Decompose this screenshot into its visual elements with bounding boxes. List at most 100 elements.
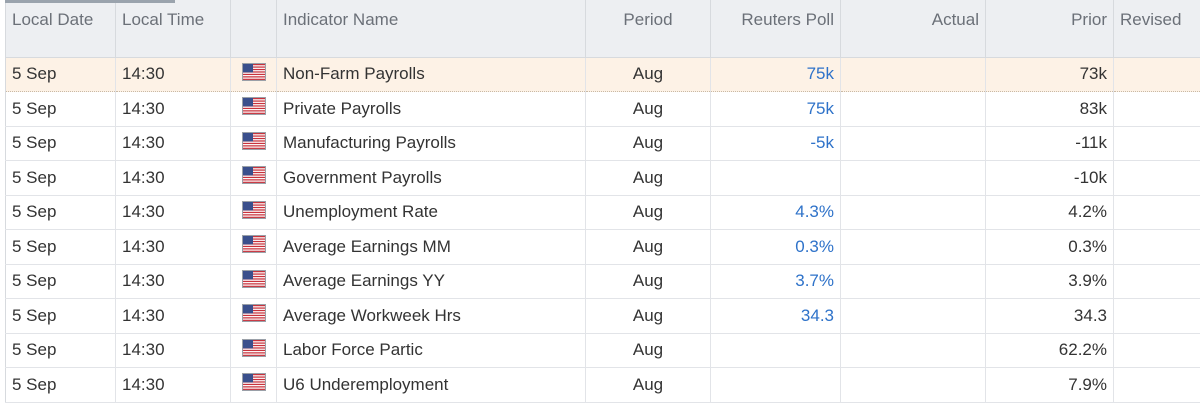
column-header: Indicator Name	[276, 0, 586, 58]
prior-cell: 34.3	[985, 298, 1114, 334]
column-header: Local Date	[5, 0, 116, 58]
date-cell: 5 Sep	[5, 126, 116, 161]
time-cell: 14:30	[115, 229, 231, 265]
event-row: 5 Sep 14:30 Non-Farm Payrolls Aug 75k 73k	[5, 57, 1200, 92]
name-cell: Private Payrolls	[276, 91, 586, 127]
event-row: 5 Sep 14:30 Unemployment Rate Aug 4.3% 4.2%	[5, 195, 1200, 230]
prior-cell: 7.9%	[985, 367, 1114, 403]
event-row: 5 Sep 14:30 Government Payrolls Aug -10k	[5, 160, 1200, 196]
name-cell: Manufacturing Payrolls	[276, 126, 586, 161]
name-cell: Unemployment Rate	[276, 195, 586, 230]
poll-cell: 75k	[710, 91, 841, 127]
period-cell: Aug	[585, 160, 711, 196]
us-flag	[241, 200, 266, 219]
flag-cell	[230, 333, 277, 368]
event-row: 5 Sep 14:30 Private Payrolls Aug 75k 83k	[5, 91, 1200, 127]
revised-cell	[1113, 298, 1200, 334]
event-row: 5 Sep 14:30 Labor Force Partic Aug 62.2%	[5, 333, 1200, 368]
actual-cell	[840, 126, 986, 161]
prior-cell: 3.9%	[985, 264, 1114, 299]
name-cell: Average Earnings MM	[276, 229, 586, 265]
poll-cell: 3.7%	[710, 264, 841, 299]
flag-cell	[230, 160, 277, 196]
us-flag	[241, 304, 266, 323]
poll-cell	[710, 333, 841, 368]
tab-indicator	[5, 0, 175, 3]
column-header: Reuters Poll	[710, 0, 841, 58]
flag-cell	[230, 298, 277, 334]
poll-cell: 34.3	[710, 298, 841, 334]
flag-header	[230, 0, 277, 58]
flag-cell	[230, 367, 277, 403]
us-flag	[241, 269, 266, 288]
period-cell: Aug	[585, 126, 711, 161]
prior-cell: 62.2%	[985, 333, 1114, 368]
date-cell: 5 Sep	[5, 229, 116, 265]
actual-cell	[840, 195, 986, 230]
calendar: Local Date Local Time Indicator Name Period…	[5, 0, 1200, 403]
revised-cell	[1113, 229, 1200, 265]
column-header: Local Time	[115, 0, 231, 58]
actual-cell	[840, 264, 986, 299]
period-cell: Aug	[585, 91, 711, 127]
event-row: 5 Sep 14:30 Average Workweek Hrs Aug 34.3 34.…	[5, 298, 1200, 334]
name-cell: Labor Force Partic	[276, 333, 586, 368]
date-cell: 5 Sep	[5, 160, 116, 196]
name-cell: Government Payrolls	[276, 160, 586, 196]
actual-cell	[840, 160, 986, 196]
actual-cell	[840, 91, 986, 127]
time-cell: 14:30	[115, 195, 231, 230]
revised-cell	[1113, 333, 1200, 368]
event-row: 5 Sep 14:30 Manufacturing Payrolls Aug -5k -1…	[5, 126, 1200, 161]
prior-cell: -10k	[985, 160, 1114, 196]
poll-cell: 0.3%	[710, 229, 841, 265]
name-cell: U6 Underemployment	[276, 367, 586, 403]
flag-cell	[230, 57, 277, 92]
flag-cell	[230, 126, 277, 161]
period-cell: Aug	[585, 367, 711, 403]
us-flag	[241, 62, 266, 81]
column-header: Period	[585, 0, 711, 58]
actual-cell	[840, 298, 986, 334]
actual-cell	[840, 333, 986, 368]
period-cell: Aug	[585, 229, 711, 265]
revised-cell	[1113, 126, 1200, 161]
poll-cell: 75k	[710, 57, 841, 92]
us-flag	[241, 338, 266, 357]
actual-cell	[840, 57, 986, 92]
event-row: 5 Sep 14:30 U6 Underemployment Aug 7.9%	[5, 367, 1200, 403]
time-cell: 14:30	[115, 367, 231, 403]
flag-cell	[230, 264, 277, 299]
revised-cell	[1113, 195, 1200, 230]
poll-cell: 4.3%	[710, 195, 841, 230]
event-row: 5 Sep 14:30 Average Earnings YY Aug 3.7% 3.9%	[5, 264, 1200, 299]
prior-cell: 0.3%	[985, 229, 1114, 265]
date-cell: 5 Sep	[5, 195, 116, 230]
us-flag	[241, 235, 266, 254]
time-cell: 14:30	[115, 264, 231, 299]
date-cell: 5 Sep	[5, 367, 116, 403]
time-cell: 14:30	[115, 298, 231, 334]
date-cell: 5 Sep	[5, 264, 116, 299]
name-cell: Non-Farm Payrolls	[276, 57, 586, 92]
time-cell: 14:30	[115, 57, 231, 92]
prior-cell: -11k	[985, 126, 1114, 161]
revised-cell	[1113, 91, 1200, 127]
column-header: Revised	[1113, 0, 1200, 58]
prior-cell: 4.2%	[985, 195, 1114, 230]
flag-cell	[230, 195, 277, 230]
us-flag	[241, 166, 266, 185]
name-cell: Average Earnings YY	[276, 264, 586, 299]
header-row: Local Date Local Time Indicator Name Period…	[5, 0, 1200, 58]
us-flag	[241, 373, 266, 392]
revised-cell	[1113, 264, 1200, 299]
us-flag	[241, 131, 266, 150]
revised-cell	[1113, 367, 1200, 403]
table-body: 5 Sep 14:30 Non-Farm Payrolls Aug 75k 73k 5 Se…	[5, 57, 1200, 403]
column-header: Actual	[840, 0, 986, 58]
period-cell: Aug	[585, 333, 711, 368]
date-cell: 5 Sep	[5, 298, 116, 334]
actual-cell	[840, 229, 986, 265]
date-cell: 5 Sep	[5, 333, 116, 368]
us-flag	[241, 97, 266, 116]
